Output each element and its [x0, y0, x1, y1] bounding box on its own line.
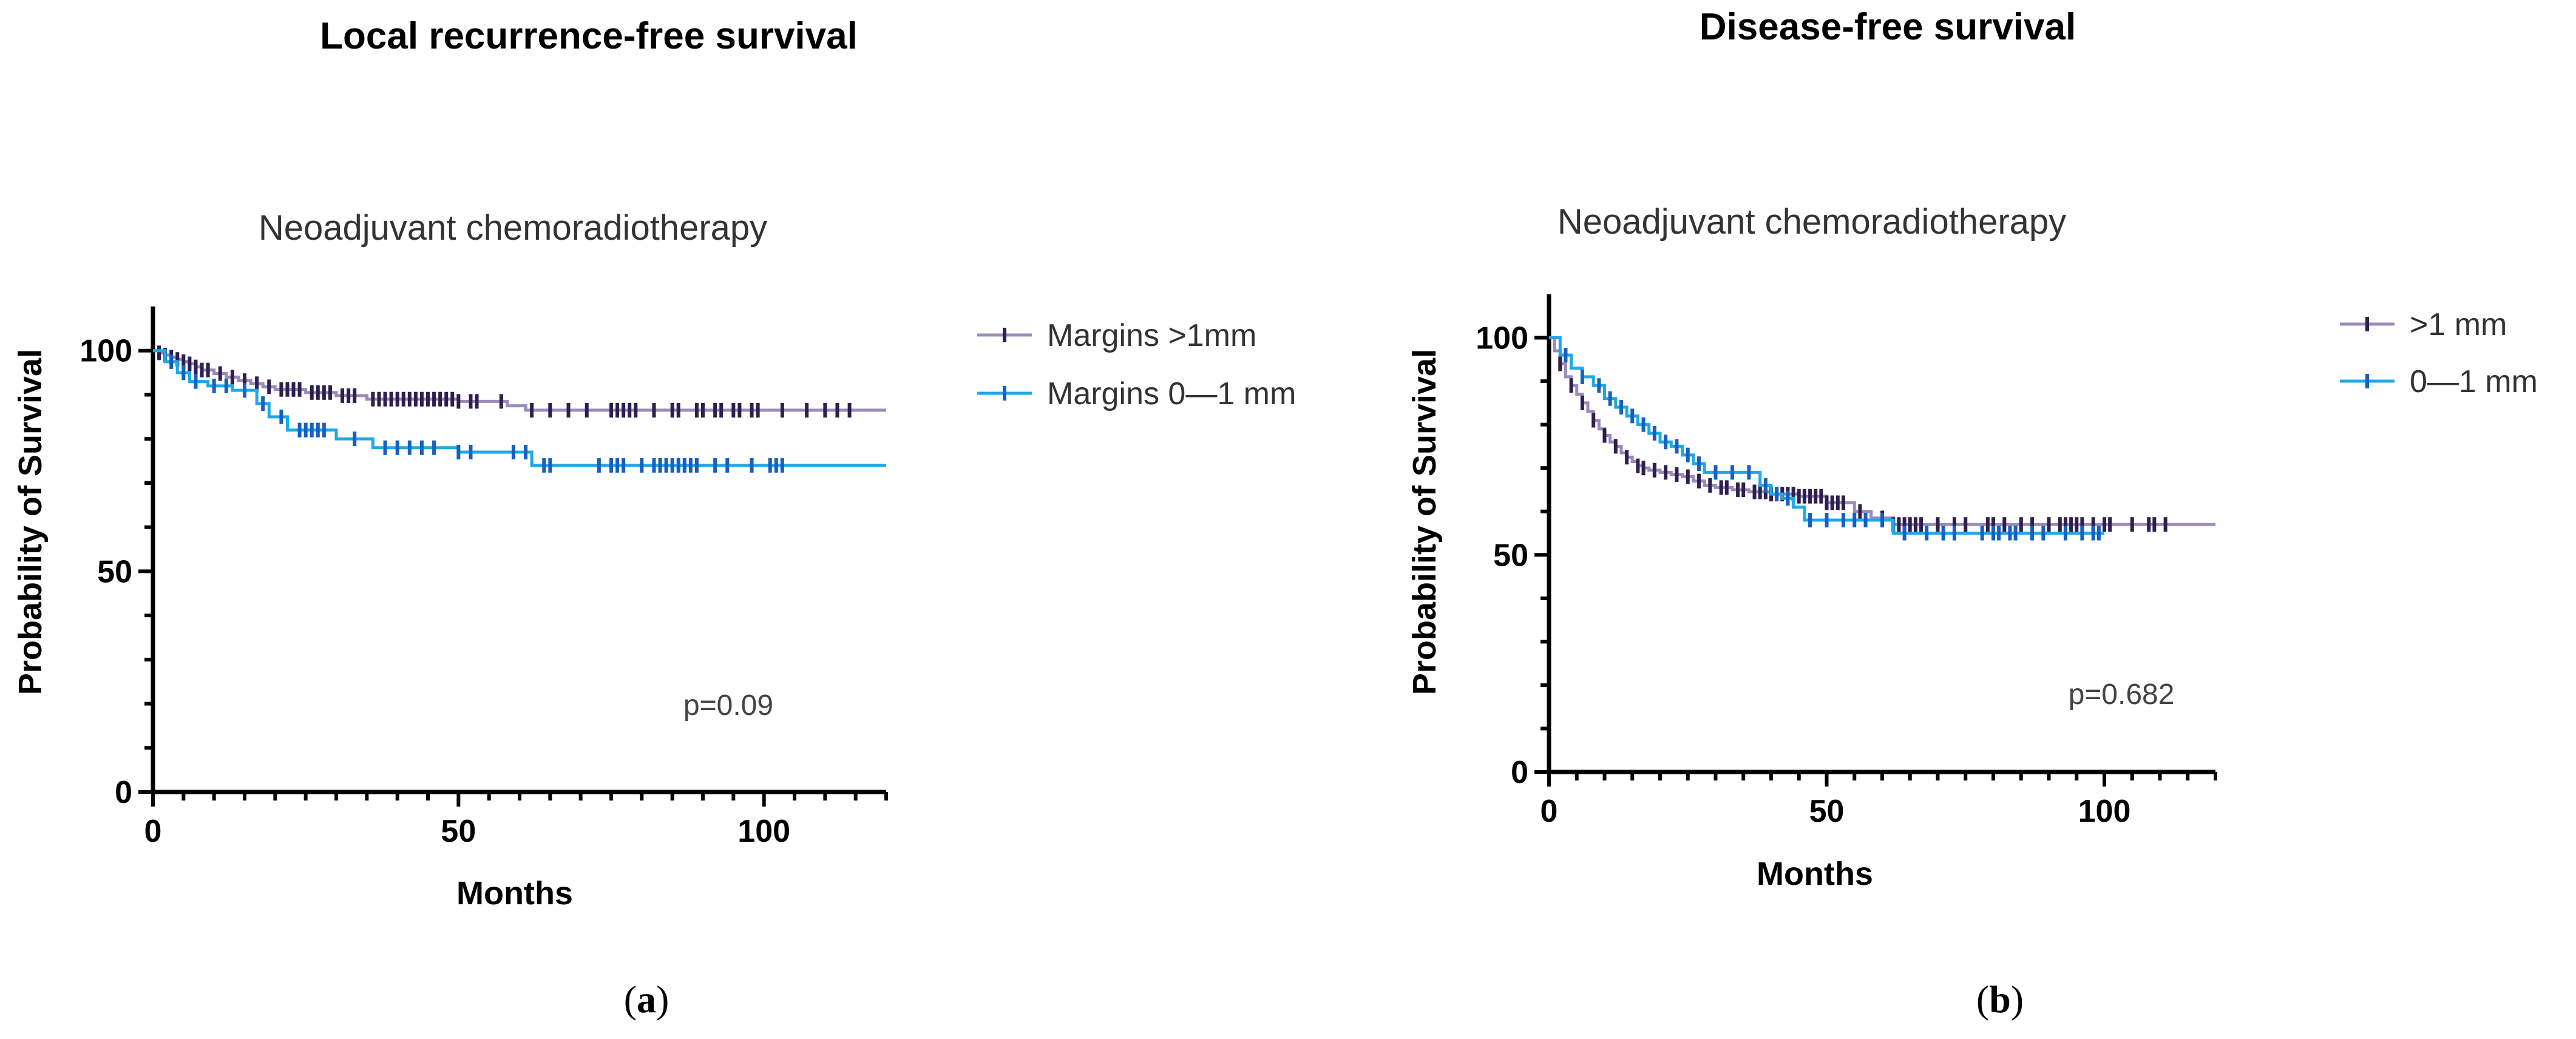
y-tick-label: 100 — [80, 334, 132, 369]
survival-curve-series-1 — [1549, 336, 2104, 535]
legend-label-margins-0-1: Margins 0—1 mm — [1047, 376, 1296, 411]
legend-item-0-1mm: 0—1 mm — [2340, 364, 2538, 399]
panel-b-xlabel: Months — [1757, 856, 1873, 892]
panel-a-xlabel: Months — [456, 875, 573, 912]
panel-a-letter: (a) — [624, 978, 669, 1021]
legend-item-gt1mm: >1 mm — [2340, 307, 2507, 342]
y-tick-label: 50 — [1493, 538, 1528, 573]
legend-label-0-1mm: 0—1 mm — [2410, 364, 2538, 399]
x-tick-label: 50 — [441, 814, 476, 849]
y-tick-label: 50 — [97, 554, 132, 589]
y-tick-label: 0 — [115, 775, 132, 810]
panel-a-plot-area: 0 50 100 0 50 100 — [80, 306, 888, 849]
legend-item-margins-gt1: Margins >1mm — [977, 318, 1256, 353]
panel-b-pvalue: p=0.682 — [2069, 679, 2175, 711]
panel-a: Local recurrence-free survival Neoadjuva… — [12, 15, 1296, 1021]
panel-b: Disease-free survival Neoadjuvant chemor… — [1406, 6, 2538, 1021]
panel-b-legend: >1 mm 0—1 mm — [2340, 307, 2538, 399]
legend-label-gt1mm: >1 mm — [2410, 307, 2507, 342]
panel-b-ylabel: Probability of Survival — [1406, 349, 1443, 695]
x-tick-label: 50 — [1809, 794, 1845, 829]
x-tick-label: 0 — [144, 814, 162, 849]
panel-a-subtitle: Neoadjuvant chemoradiotherapy — [259, 208, 767, 248]
x-tick-label: 100 — [737, 814, 790, 849]
legend-label-margins-gt1: Margins >1mm — [1047, 318, 1256, 353]
panel-a-title: Local recurrence-free survival — [320, 15, 858, 57]
panel-a-legend: Margins >1mm Margins 0—1 mm — [977, 318, 1296, 411]
x-tick-label: 100 — [2078, 794, 2131, 829]
panel-b-letter: (b) — [1976, 978, 2024, 1021]
y-tick-label: 100 — [1476, 321, 1528, 356]
legend-item-margins-0-1: Margins 0—1 mm — [977, 376, 1296, 411]
panel-a-pvalue: p=0.09 — [683, 689, 773, 722]
y-tick-label: 0 — [1511, 755, 1528, 790]
panel-b-plot-area: 0 50 100 0 50 100 — [1476, 294, 2217, 829]
panel-a-ylabel: Probability of Survival — [12, 349, 49, 695]
panel-b-subtitle: Neoadjuvant chemoradiotherapy — [1557, 202, 2066, 242]
survival-curve-series-1 — [153, 349, 886, 467]
x-tick-label: 0 — [1541, 794, 1558, 829]
panel-b-title: Disease-free survival — [1700, 6, 2076, 48]
